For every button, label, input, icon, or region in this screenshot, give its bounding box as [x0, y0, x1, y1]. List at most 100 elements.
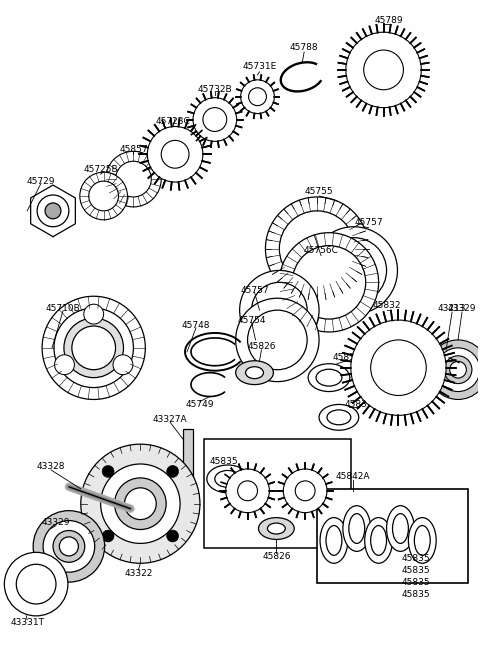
Circle shape [203, 108, 227, 131]
Circle shape [364, 50, 403, 90]
Circle shape [279, 233, 379, 332]
Circle shape [351, 320, 446, 415]
Text: 45835: 45835 [402, 578, 431, 586]
Circle shape [124, 488, 156, 520]
Circle shape [371, 340, 426, 396]
Circle shape [113, 355, 133, 375]
Circle shape [265, 197, 369, 300]
Circle shape [428, 340, 480, 400]
Text: 45731E: 45731E [242, 62, 276, 72]
Circle shape [16, 564, 56, 604]
Ellipse shape [371, 525, 386, 556]
Circle shape [444, 356, 472, 384]
Text: 45754: 45754 [237, 316, 266, 325]
Circle shape [193, 98, 237, 142]
Ellipse shape [365, 518, 393, 564]
Text: 45756C: 45756C [303, 246, 338, 255]
Text: 43322: 43322 [124, 569, 153, 578]
Circle shape [4, 552, 68, 616]
Circle shape [279, 211, 355, 286]
Bar [204, 439, 351, 548]
Circle shape [252, 282, 307, 338]
Circle shape [249, 88, 266, 106]
Ellipse shape [215, 470, 240, 487]
Text: 43331T: 43331T [10, 619, 44, 627]
Text: 45835: 45835 [402, 565, 431, 575]
Text: 43328: 43328 [37, 462, 65, 472]
Circle shape [240, 270, 319, 350]
Circle shape [238, 481, 257, 501]
Circle shape [64, 318, 123, 378]
Bar [317, 489, 468, 583]
Ellipse shape [349, 514, 365, 543]
Circle shape [84, 304, 104, 324]
Circle shape [248, 310, 307, 370]
Ellipse shape [267, 523, 285, 534]
Text: 45755: 45755 [305, 186, 334, 195]
Text: 45837: 45837 [345, 400, 373, 409]
Text: 45857: 45857 [119, 145, 148, 154]
Circle shape [116, 161, 151, 197]
Circle shape [80, 172, 128, 220]
Circle shape [450, 361, 467, 378]
Text: 45835: 45835 [402, 554, 431, 563]
Circle shape [147, 127, 203, 182]
Circle shape [42, 297, 145, 400]
Ellipse shape [236, 361, 274, 384]
Ellipse shape [316, 369, 342, 386]
Text: 45842A: 45842A [336, 472, 370, 482]
Text: 45835: 45835 [402, 590, 431, 598]
Ellipse shape [259, 518, 294, 539]
Text: 45723C: 45723C [156, 117, 191, 126]
Circle shape [115, 478, 166, 529]
Ellipse shape [246, 367, 264, 379]
Circle shape [236, 298, 319, 382]
Text: 45835: 45835 [209, 457, 238, 466]
Text: 45826: 45826 [262, 552, 290, 561]
Bar [183, 429, 193, 481]
Circle shape [81, 444, 200, 564]
Circle shape [89, 181, 119, 211]
Ellipse shape [327, 410, 351, 425]
Circle shape [292, 245, 366, 319]
Circle shape [283, 469, 327, 512]
Circle shape [321, 237, 386, 303]
Text: 45826: 45826 [247, 342, 276, 352]
Circle shape [72, 326, 116, 370]
Circle shape [55, 355, 74, 375]
Text: 45748: 45748 [182, 321, 210, 329]
Circle shape [240, 80, 275, 113]
Circle shape [167, 466, 179, 478]
Ellipse shape [326, 525, 342, 556]
Text: 45729: 45729 [27, 176, 55, 186]
Ellipse shape [207, 465, 249, 493]
Text: 43329: 43329 [42, 518, 70, 527]
Text: 45757: 45757 [354, 218, 383, 227]
Text: 45710B: 45710B [46, 304, 80, 313]
Ellipse shape [408, 518, 436, 564]
Circle shape [310, 227, 397, 314]
Ellipse shape [386, 506, 414, 551]
Ellipse shape [393, 514, 408, 543]
Text: 45732B: 45732B [197, 85, 232, 94]
Circle shape [226, 469, 269, 512]
Text: 45725B: 45725B [84, 165, 118, 174]
Circle shape [346, 32, 421, 108]
Circle shape [167, 530, 179, 542]
Text: 45749: 45749 [186, 400, 214, 409]
Text: 45832: 45832 [372, 300, 401, 310]
Circle shape [43, 521, 95, 572]
Circle shape [436, 348, 480, 392]
Circle shape [45, 203, 61, 219]
Circle shape [295, 481, 315, 501]
Circle shape [53, 531, 85, 562]
Circle shape [54, 308, 133, 388]
Text: 43329: 43329 [448, 304, 476, 313]
Circle shape [102, 466, 114, 478]
Circle shape [106, 152, 161, 207]
Text: 45789: 45789 [374, 16, 403, 25]
Ellipse shape [343, 506, 371, 551]
Text: 43213: 43213 [438, 304, 467, 313]
Circle shape [33, 510, 105, 582]
Text: 45788: 45788 [290, 43, 318, 52]
